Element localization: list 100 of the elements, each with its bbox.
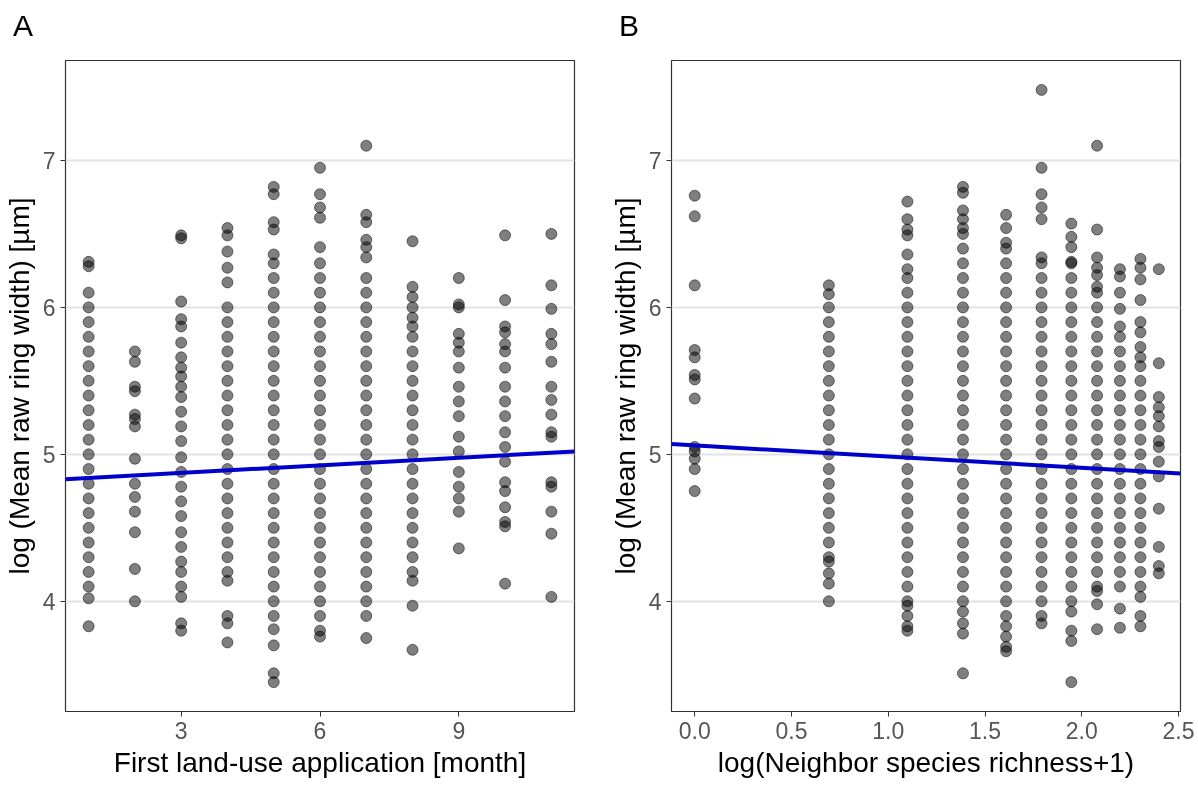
point	[1152, 502, 1165, 515]
point	[267, 223, 280, 236]
point	[1065, 360, 1078, 373]
point	[1134, 326, 1147, 339]
point	[688, 189, 701, 202]
y-tick-label: 6	[42, 294, 56, 321]
point	[360, 330, 373, 343]
point	[1113, 302, 1126, 315]
point	[499, 345, 512, 358]
point	[688, 279, 701, 292]
point	[1113, 270, 1126, 283]
point	[545, 338, 558, 351]
point	[267, 433, 280, 446]
point	[1065, 345, 1078, 358]
point	[901, 229, 914, 242]
point	[267, 188, 280, 201]
point	[314, 609, 326, 622]
point	[1065, 217, 1078, 230]
point	[314, 316, 326, 329]
point	[1134, 389, 1147, 402]
point	[360, 448, 373, 461]
point	[1152, 391, 1165, 404]
point	[822, 521, 835, 534]
point	[128, 420, 141, 433]
point	[1035, 595, 1048, 608]
point	[1113, 580, 1126, 593]
point	[956, 257, 969, 270]
point	[267, 676, 280, 689]
point	[360, 216, 373, 229]
x-tick-label: 1.0	[872, 717, 905, 744]
point	[1035, 536, 1048, 549]
point	[175, 351, 188, 364]
point	[1134, 590, 1147, 603]
point	[901, 536, 914, 549]
point	[267, 374, 280, 387]
point	[82, 507, 95, 520]
point	[956, 433, 969, 446]
point	[1000, 645, 1013, 658]
point	[956, 418, 969, 431]
x-axis-title: First land-use application [month]	[113, 746, 527, 778]
point	[1134, 294, 1147, 307]
point	[82, 551, 95, 564]
point	[1113, 477, 1126, 490]
point	[128, 452, 141, 465]
point	[956, 507, 969, 520]
point	[499, 577, 512, 590]
point	[1091, 330, 1104, 343]
point	[1113, 551, 1126, 564]
point	[1035, 389, 1048, 402]
point	[1035, 374, 1048, 387]
point	[1035, 521, 1048, 534]
point	[1065, 634, 1078, 647]
point	[901, 580, 914, 593]
point	[1113, 286, 1126, 299]
point	[221, 636, 234, 649]
point	[901, 463, 914, 476]
point	[175, 380, 188, 393]
point	[406, 330, 419, 343]
point	[956, 272, 969, 284]
point	[1000, 630, 1013, 643]
point	[1134, 521, 1147, 534]
point	[267, 448, 280, 461]
point	[956, 301, 969, 314]
point	[360, 536, 373, 549]
point	[822, 316, 835, 329]
point	[406, 301, 419, 314]
point	[267, 623, 280, 636]
point	[221, 316, 234, 329]
point	[499, 361, 512, 374]
point	[1091, 139, 1104, 152]
point	[901, 599, 914, 612]
point	[314, 448, 326, 461]
point	[82, 565, 95, 578]
point	[1113, 418, 1126, 431]
point	[314, 257, 326, 270]
point	[901, 286, 914, 299]
point	[452, 272, 465, 284]
point	[1113, 360, 1126, 373]
point	[314, 630, 326, 643]
point	[267, 389, 280, 402]
point	[1113, 433, 1126, 446]
point	[956, 316, 969, 329]
point	[1000, 477, 1013, 490]
point	[901, 477, 914, 490]
point	[1035, 404, 1048, 417]
y-axis-title: log (Mean raw ring width) [µm]	[609, 197, 641, 575]
point	[360, 565, 373, 578]
point	[1035, 161, 1048, 174]
point	[901, 404, 914, 417]
point	[82, 316, 95, 329]
point	[822, 567, 835, 580]
point	[822, 389, 835, 402]
point	[545, 480, 558, 493]
point	[360, 360, 373, 373]
point	[1152, 357, 1165, 370]
point	[128, 345, 141, 358]
point	[901, 624, 914, 637]
point	[360, 595, 373, 608]
point	[82, 345, 95, 358]
point	[1091, 374, 1104, 387]
